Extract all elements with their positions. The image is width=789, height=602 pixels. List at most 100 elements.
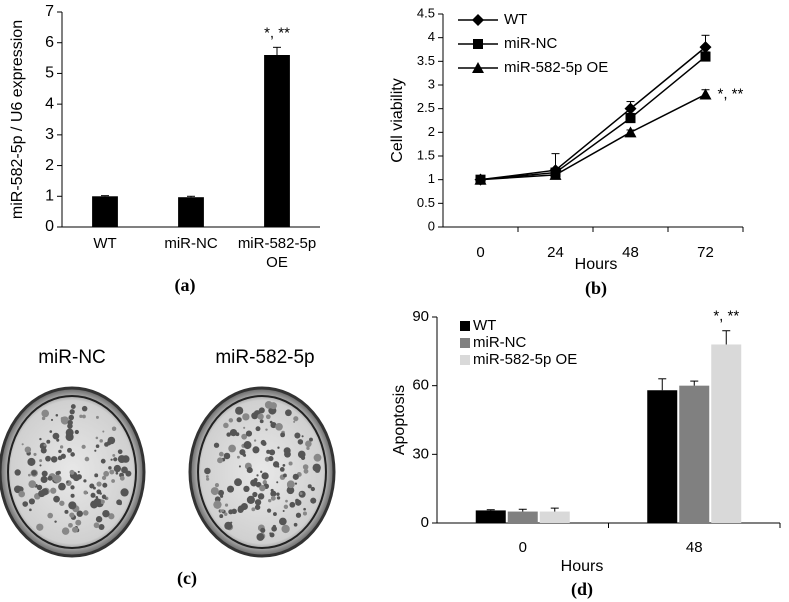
- x-tick-label-box: 48: [685, 539, 703, 556]
- colony: [41, 409, 50, 418]
- colony: [74, 429, 79, 435]
- colony: [219, 494, 224, 498]
- x-tick-label-box: 0: [519, 539, 527, 556]
- colony: [213, 500, 222, 509]
- legend-label: WT: [504, 11, 527, 28]
- colony: [98, 524, 105, 530]
- y-tick-label: 90: [412, 308, 429, 325]
- colony: [33, 452, 37, 456]
- x-tick-label-box: WT: [93, 235, 117, 252]
- line: [480, 93, 706, 181]
- colony: [251, 507, 256, 512]
- colony: [103, 470, 110, 477]
- colony: [306, 446, 310, 450]
- colony: [113, 457, 118, 462]
- colony: [283, 504, 289, 510]
- colony: [314, 467, 321, 473]
- colony: [84, 456, 90, 462]
- colony: [279, 517, 287, 526]
- y-tick-label: 2.5: [417, 100, 435, 115]
- colony: [279, 467, 285, 472]
- colony: [68, 414, 75, 421]
- marker: [474, 173, 487, 185]
- colony: [253, 478, 258, 482]
- colony: [219, 509, 223, 513]
- colony: [117, 455, 126, 464]
- plate-rim: [197, 395, 327, 549]
- x-tick-label-box: 72: [697, 244, 714, 261]
- y-tick-label: 0: [45, 218, 54, 235]
- colony: [242, 452, 246, 457]
- colony: [270, 490, 277, 497]
- colony: [293, 522, 298, 527]
- colony: [109, 469, 115, 475]
- colony: [307, 484, 312, 489]
- colony: [28, 480, 37, 488]
- colony: [14, 469, 21, 476]
- x-tick-label: 48: [685, 539, 703, 556]
- colony: [102, 482, 108, 488]
- colony: [276, 496, 281, 500]
- colony: [39, 459, 43, 463]
- y-tick-label: 1: [428, 171, 435, 186]
- colony: [295, 512, 302, 518]
- colony: [303, 468, 309, 474]
- y-tick-label: 0.5: [417, 195, 435, 210]
- colony: [265, 414, 271, 420]
- legend-label: WT: [473, 317, 496, 334]
- colony: [46, 439, 51, 444]
- panel-caption: (c): [177, 568, 197, 589]
- x-tick-label: 72: [697, 244, 714, 261]
- colony: [59, 500, 65, 506]
- colony: [243, 426, 246, 429]
- colony: [59, 445, 64, 449]
- colony: [295, 498, 300, 503]
- y-tick-label: 7: [45, 3, 54, 20]
- colony: [56, 438, 60, 442]
- colony: [102, 509, 110, 518]
- colony: [111, 426, 117, 431]
- colony: [120, 488, 129, 497]
- colony: [260, 470, 263, 473]
- y-axis-label: Cell viability: [389, 78, 406, 162]
- colony: [284, 450, 291, 458]
- colony: [256, 533, 265, 541]
- colony: [231, 508, 237, 515]
- colony: [257, 493, 265, 500]
- colony: [219, 514, 224, 519]
- colony: [24, 446, 32, 453]
- colony: [238, 465, 241, 468]
- colony: [96, 481, 102, 487]
- colony: [269, 532, 272, 535]
- colony: [104, 497, 107, 500]
- bar: [711, 344, 742, 523]
- x-tick-label-box: 48: [622, 244, 639, 261]
- colony: [81, 405, 88, 412]
- colony: [69, 512, 75, 518]
- colony: [102, 430, 105, 433]
- colony: [108, 466, 112, 470]
- colony: [94, 449, 97, 452]
- colony: [252, 446, 260, 454]
- colony: [115, 471, 119, 475]
- colony: [83, 510, 89, 516]
- colony: [57, 455, 63, 461]
- colony: [242, 413, 250, 421]
- marker: [624, 126, 637, 138]
- x-tick-label-box: miR-NC: [164, 235, 217, 252]
- colony: [272, 524, 277, 529]
- colony: [55, 413, 59, 417]
- legend-label: miR-NC: [504, 35, 557, 52]
- colony: [100, 458, 106, 464]
- colony: [243, 485, 250, 493]
- x-tick-label: WT: [93, 235, 117, 252]
- line: [480, 56, 706, 181]
- colony: [235, 406, 244, 415]
- colony: [75, 519, 82, 526]
- colony: [261, 472, 269, 480]
- colony: [18, 490, 26, 498]
- colony: [49, 430, 53, 433]
- colony: [95, 415, 99, 419]
- colony: [224, 503, 229, 507]
